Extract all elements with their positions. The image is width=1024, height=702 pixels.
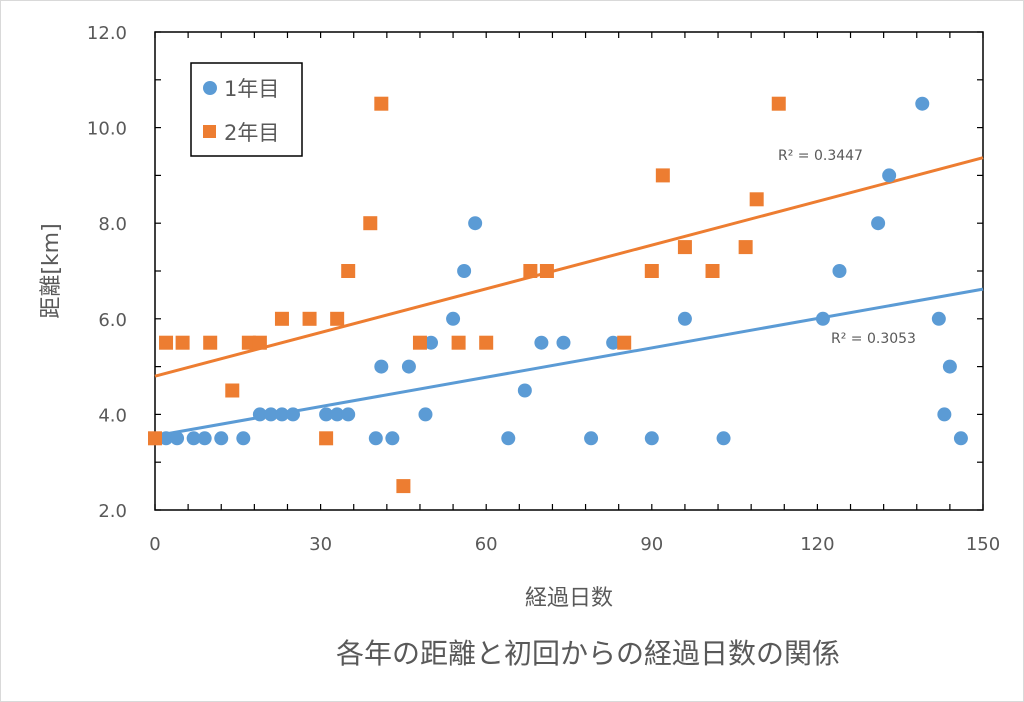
data-point-series-1 <box>197 431 212 446</box>
data-point-series-1 <box>286 407 300 422</box>
data-point-series-2 <box>644 264 659 278</box>
x-tick-label: 150 <box>966 534 1000 555</box>
x-tick-label: 90 <box>640 534 663 555</box>
data-point-series-1 <box>584 431 599 446</box>
y-tick-label: 2.0 <box>98 501 127 522</box>
y-axis-label: 距離[km] <box>39 223 64 318</box>
data-point-series-2 <box>363 216 378 231</box>
data-point-series-2 <box>655 168 670 183</box>
data-point-series-1 <box>330 407 345 422</box>
data-point-series-1 <box>214 431 229 446</box>
x-tick-label: 0 <box>149 534 160 555</box>
data-point-series-1 <box>374 359 389 374</box>
data-point-series-2 <box>341 264 356 278</box>
y-tick-label: 8.0 <box>98 214 127 235</box>
data-point-series-1 <box>871 216 886 231</box>
data-point-series-1 <box>385 431 400 446</box>
y-tick-label: 4.0 <box>98 405 127 426</box>
data-point-series-2 <box>479 335 494 350</box>
x-tick-label: 30 <box>309 534 332 555</box>
data-point-series-2 <box>148 431 162 446</box>
data-point-series-2 <box>252 335 267 350</box>
data-point-series-1 <box>159 431 174 446</box>
data-point-series-1 <box>368 431 383 446</box>
data-point-series-1 <box>401 359 416 374</box>
data-point-series-1 <box>501 431 516 446</box>
data-point-series-2 <box>749 192 764 207</box>
data-point-series-1 <box>263 407 278 422</box>
data-point-series-1 <box>677 311 692 326</box>
data-point-series-1 <box>882 168 897 183</box>
data-point-series-1 <box>953 431 968 446</box>
data-point-series-1 <box>915 96 930 111</box>
data-point-series-2 <box>617 335 632 350</box>
data-point-series-1 <box>418 407 433 422</box>
data-point-series-1 <box>468 216 483 231</box>
data-point-series-1 <box>556 335 571 350</box>
y-tick-label: 10.0 <box>87 119 127 140</box>
legend: 1年目 2年目 <box>190 62 303 157</box>
trendline-series-2 <box>154 156 984 378</box>
data-point-series-2 <box>677 240 692 255</box>
data-point-series-1 <box>341 407 356 422</box>
data-point-series-2 <box>374 96 389 111</box>
data-point-series-2 <box>539 264 554 278</box>
y-tick-label: 12.0 <box>87 23 127 44</box>
r2-label-series-2: R² = 0.3447 <box>778 148 863 164</box>
data-point-series-1 <box>937 407 952 422</box>
legend-marker-1 <box>203 81 217 95</box>
data-point-series-2 <box>225 383 240 398</box>
data-point-series-2 <box>241 335 256 350</box>
r2-label-series-1: R² = 0.3053 <box>831 331 916 347</box>
data-point-series-1 <box>186 431 201 446</box>
data-point-series-2 <box>274 311 289 326</box>
data-point-series-1 <box>815 311 830 326</box>
data-point-series-1 <box>170 431 185 446</box>
data-point-series-1 <box>457 264 472 278</box>
data-point-series-1 <box>942 359 957 374</box>
chart-title: 各年の距離と初回からの経過日数の関係 <box>336 637 840 670</box>
data-point-series-2 <box>738 240 753 255</box>
plot-area: 0 30 60 90 120 150 2.0 4.0 6.0 8.0 10.0 12.0 <box>87 23 1000 555</box>
data-point-series-1 <box>716 431 731 446</box>
data-point-series-2 <box>159 335 174 350</box>
data-point-series-1 <box>424 335 438 350</box>
data-point-series-1 <box>236 431 251 446</box>
data-point-series-1 <box>606 335 621 350</box>
data-point-series-2 <box>412 335 427 350</box>
x-tick-label: 120 <box>800 534 834 555</box>
data-point-series-1 <box>446 311 461 326</box>
data-point-series-1 <box>931 311 946 326</box>
data-point-series-1 <box>319 407 334 422</box>
legend-label-2: 2年目 <box>224 121 279 145</box>
data-point-series-2 <box>203 335 218 350</box>
data-point-series-2 <box>319 431 334 446</box>
data-point-series-1 <box>534 335 549 350</box>
data-point-series-2 <box>302 311 317 326</box>
data-point-series-1 <box>644 431 659 446</box>
data-point-series-1 <box>252 407 267 422</box>
data-point-series-2 <box>705 264 720 278</box>
x-axis-label: 経過日数 <box>525 586 613 611</box>
data-point-series-1 <box>274 407 289 422</box>
data-point-series-1 <box>517 383 532 398</box>
legend-marker-2 <box>203 125 216 138</box>
legend-box <box>190 62 303 157</box>
data-point-series-2 <box>771 96 786 111</box>
data-point-series-2 <box>451 335 466 350</box>
data-point-series-1 <box>832 264 847 278</box>
legend-label-1: 1年目 <box>224 77 279 101</box>
x-tick-label: 60 <box>475 534 498 555</box>
data-point-series-2 <box>175 335 190 350</box>
y-tick-label: 6.0 <box>98 310 127 331</box>
data-point-series-2 <box>523 264 538 278</box>
data-point-series-2 <box>396 479 411 494</box>
data-point-series-2 <box>330 311 345 326</box>
